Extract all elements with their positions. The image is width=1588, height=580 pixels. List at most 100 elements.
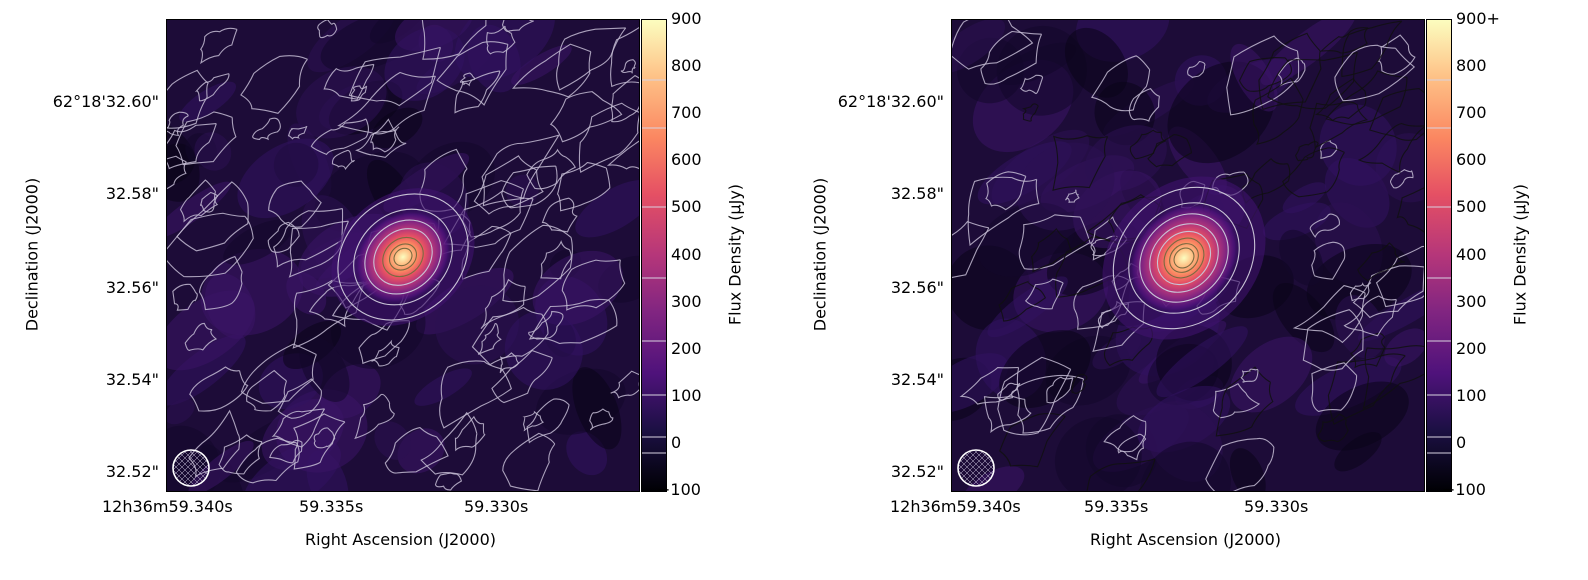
source-contour xyxy=(1112,186,1256,330)
contour-line xyxy=(1319,27,1369,54)
flux-map xyxy=(166,19,640,492)
contour-line xyxy=(480,278,526,330)
contour-line xyxy=(606,135,639,171)
contour-line xyxy=(1295,141,1319,162)
contour-line xyxy=(1327,353,1406,425)
contour-line xyxy=(436,41,509,106)
contour-line xyxy=(277,378,322,419)
contour-line xyxy=(268,180,322,228)
y-tick-label: 62°18'32.60" xyxy=(52,92,159,111)
contour-line xyxy=(354,393,395,440)
contour-line xyxy=(1267,51,1358,110)
contour-line xyxy=(561,259,626,311)
noise-patch xyxy=(1156,326,1248,398)
beam-ellipse xyxy=(172,449,210,487)
contour-line xyxy=(477,322,502,355)
noise-patch xyxy=(1384,328,1424,367)
noise-patch xyxy=(999,330,1091,409)
contour-line xyxy=(1311,241,1346,280)
contour-line xyxy=(980,30,1043,85)
left-panel: Declination (J2000) 62°18'32.60" 32.58" … xyxy=(0,0,790,580)
noise-patch xyxy=(1054,416,1142,491)
contour-line xyxy=(983,395,1032,434)
contour-line xyxy=(310,118,369,156)
contour-line xyxy=(194,73,230,102)
contour-line xyxy=(1238,56,1293,92)
y-tick-label: 32.54" xyxy=(105,370,159,389)
source-contour xyxy=(1156,230,1212,286)
noise-patch xyxy=(374,421,411,460)
noise-patch xyxy=(1315,381,1409,451)
contour-line xyxy=(471,306,549,366)
contour-line xyxy=(1309,213,1341,238)
contour-line xyxy=(348,46,441,107)
colorbar-tick-label: 100 xyxy=(671,385,702,405)
colorbar-tick-label: 500 xyxy=(671,197,702,217)
noise-patch xyxy=(1016,142,1115,231)
contour-line xyxy=(952,220,990,284)
contour-line xyxy=(167,111,189,137)
contour-line xyxy=(1389,169,1414,189)
contour-line xyxy=(1065,189,1080,203)
contour-line xyxy=(420,411,478,476)
contour-line xyxy=(1205,437,1275,491)
contour-line xyxy=(269,439,303,464)
contour-line xyxy=(1357,122,1424,173)
colorbar-tick-label: 800 xyxy=(671,56,702,76)
flux-map xyxy=(951,19,1425,492)
y-tick-label: 32.58" xyxy=(890,184,944,203)
contour-line xyxy=(167,155,187,197)
contour-line xyxy=(1018,214,1091,270)
contour-line xyxy=(1226,35,1300,116)
contour-line xyxy=(235,437,300,484)
contour-line xyxy=(1377,34,1416,75)
contour-line xyxy=(556,161,611,212)
noise-patch xyxy=(167,181,231,239)
contour-line xyxy=(1052,135,1109,191)
colorbar-tick-label: 800 xyxy=(1456,56,1487,76)
noise-patch xyxy=(167,122,200,202)
contour-line xyxy=(549,91,623,143)
colorbar-tick-label: 200 xyxy=(671,338,702,358)
contour-line xyxy=(528,310,564,340)
colorbar-tick-label: 0 xyxy=(671,432,682,452)
noise-patch xyxy=(384,27,465,101)
contour-line xyxy=(179,179,219,223)
noise-patch xyxy=(1279,229,1324,286)
contour-line xyxy=(370,339,400,367)
contour-line xyxy=(1019,74,1044,95)
contour-line xyxy=(189,366,249,412)
source-contour xyxy=(364,219,442,295)
source-contour xyxy=(382,236,424,278)
noise-patch xyxy=(237,138,335,219)
noise-patch xyxy=(223,219,293,265)
contour-line xyxy=(1240,368,1259,383)
contour-line xyxy=(240,55,308,114)
y-tick-label: 32.56" xyxy=(105,278,159,297)
source-contour xyxy=(1149,223,1219,293)
contour-line xyxy=(1212,382,1261,419)
colorbar-tick-label: 0 xyxy=(1456,432,1467,452)
noise-patch xyxy=(435,285,519,365)
contour-line xyxy=(1282,147,1345,198)
contour-line xyxy=(240,343,317,404)
contour-line xyxy=(1319,140,1338,159)
contour-line xyxy=(370,126,400,153)
noise-patch xyxy=(1295,356,1402,416)
contour-line xyxy=(997,356,1072,436)
source-contour xyxy=(1163,237,1205,279)
contour-line xyxy=(1187,60,1206,79)
contour-line xyxy=(1090,55,1151,112)
source-contour xyxy=(1173,247,1195,269)
contour-line xyxy=(499,352,520,374)
colorbar-gradient xyxy=(1427,20,1451,491)
contour-line xyxy=(267,221,300,253)
colorbar xyxy=(1426,19,1452,492)
noise-patch xyxy=(179,81,237,123)
contour-line xyxy=(578,102,639,173)
noise-patch xyxy=(1282,182,1327,214)
contour-line xyxy=(610,74,639,123)
contour-line xyxy=(1024,278,1064,310)
contour-line xyxy=(502,432,556,491)
right-panel: Declination (J2000) 62°18'32.60" 32.58" … xyxy=(794,0,1588,580)
